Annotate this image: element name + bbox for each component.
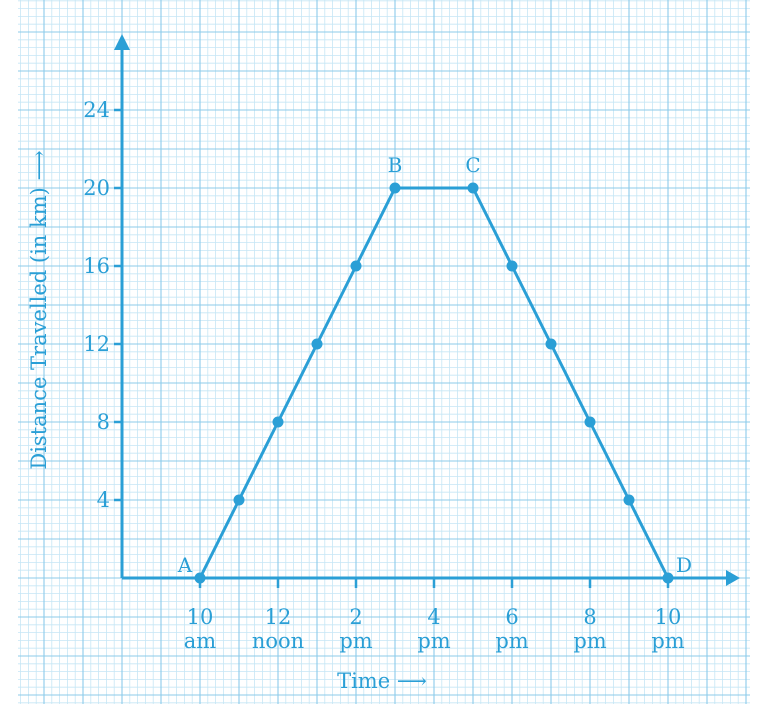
y-tick-label: 16 [83,254,110,278]
x-tick-label-sub: pm [417,629,450,653]
x-tick-label-sub: pm [651,629,684,653]
series [194,182,674,584]
y-tick-label: 24 [83,98,110,122]
point-label: C [465,153,480,177]
x-tick-label-sub: noon [252,629,304,653]
x-tick-label-sub: pm [573,629,606,653]
x-tick-label: 4 [427,605,440,629]
data-point [467,182,479,194]
y-tick-label: 4 [97,488,110,512]
data-point [506,260,518,272]
data-point [545,338,557,350]
y-axis-title: Distance Travelled (in km) ⟶ [27,150,51,469]
x-tick-label-sub: pm [495,629,528,653]
x-tick-label: 6 [505,605,518,629]
data-point [233,494,245,506]
x-tick-label: 10 [187,605,214,629]
y-tick-label: 20 [83,176,110,200]
x-tick-label: 10 [655,605,682,629]
y-tick-label: 12 [83,332,110,356]
data-point [623,494,635,506]
y-tick-label: 8 [97,410,110,434]
data-point [194,572,206,584]
x-tick-label-sub: pm [339,629,372,653]
data-point [584,416,596,428]
data-point [662,572,674,584]
x-axis-arrow-icon [726,570,740,586]
axes [114,34,740,586]
data-point [311,338,323,350]
point-label: D [676,553,692,577]
data-point [272,416,284,428]
point-label: A [177,553,193,577]
point-label: B [388,153,403,177]
data-point [350,260,362,272]
x-tick-label: 12 [265,605,292,629]
x-tick-label: 8 [583,605,596,629]
point-labels: A B C D [177,153,692,577]
y-axis-arrow-icon [114,34,130,50]
data-point [389,182,401,194]
grid [18,0,750,704]
series-line [198,186,670,579]
x-axis-title: Time ⟶ [337,669,427,693]
x-tick-label-sub: am [184,629,217,653]
x-tick-label: 2 [349,605,362,629]
